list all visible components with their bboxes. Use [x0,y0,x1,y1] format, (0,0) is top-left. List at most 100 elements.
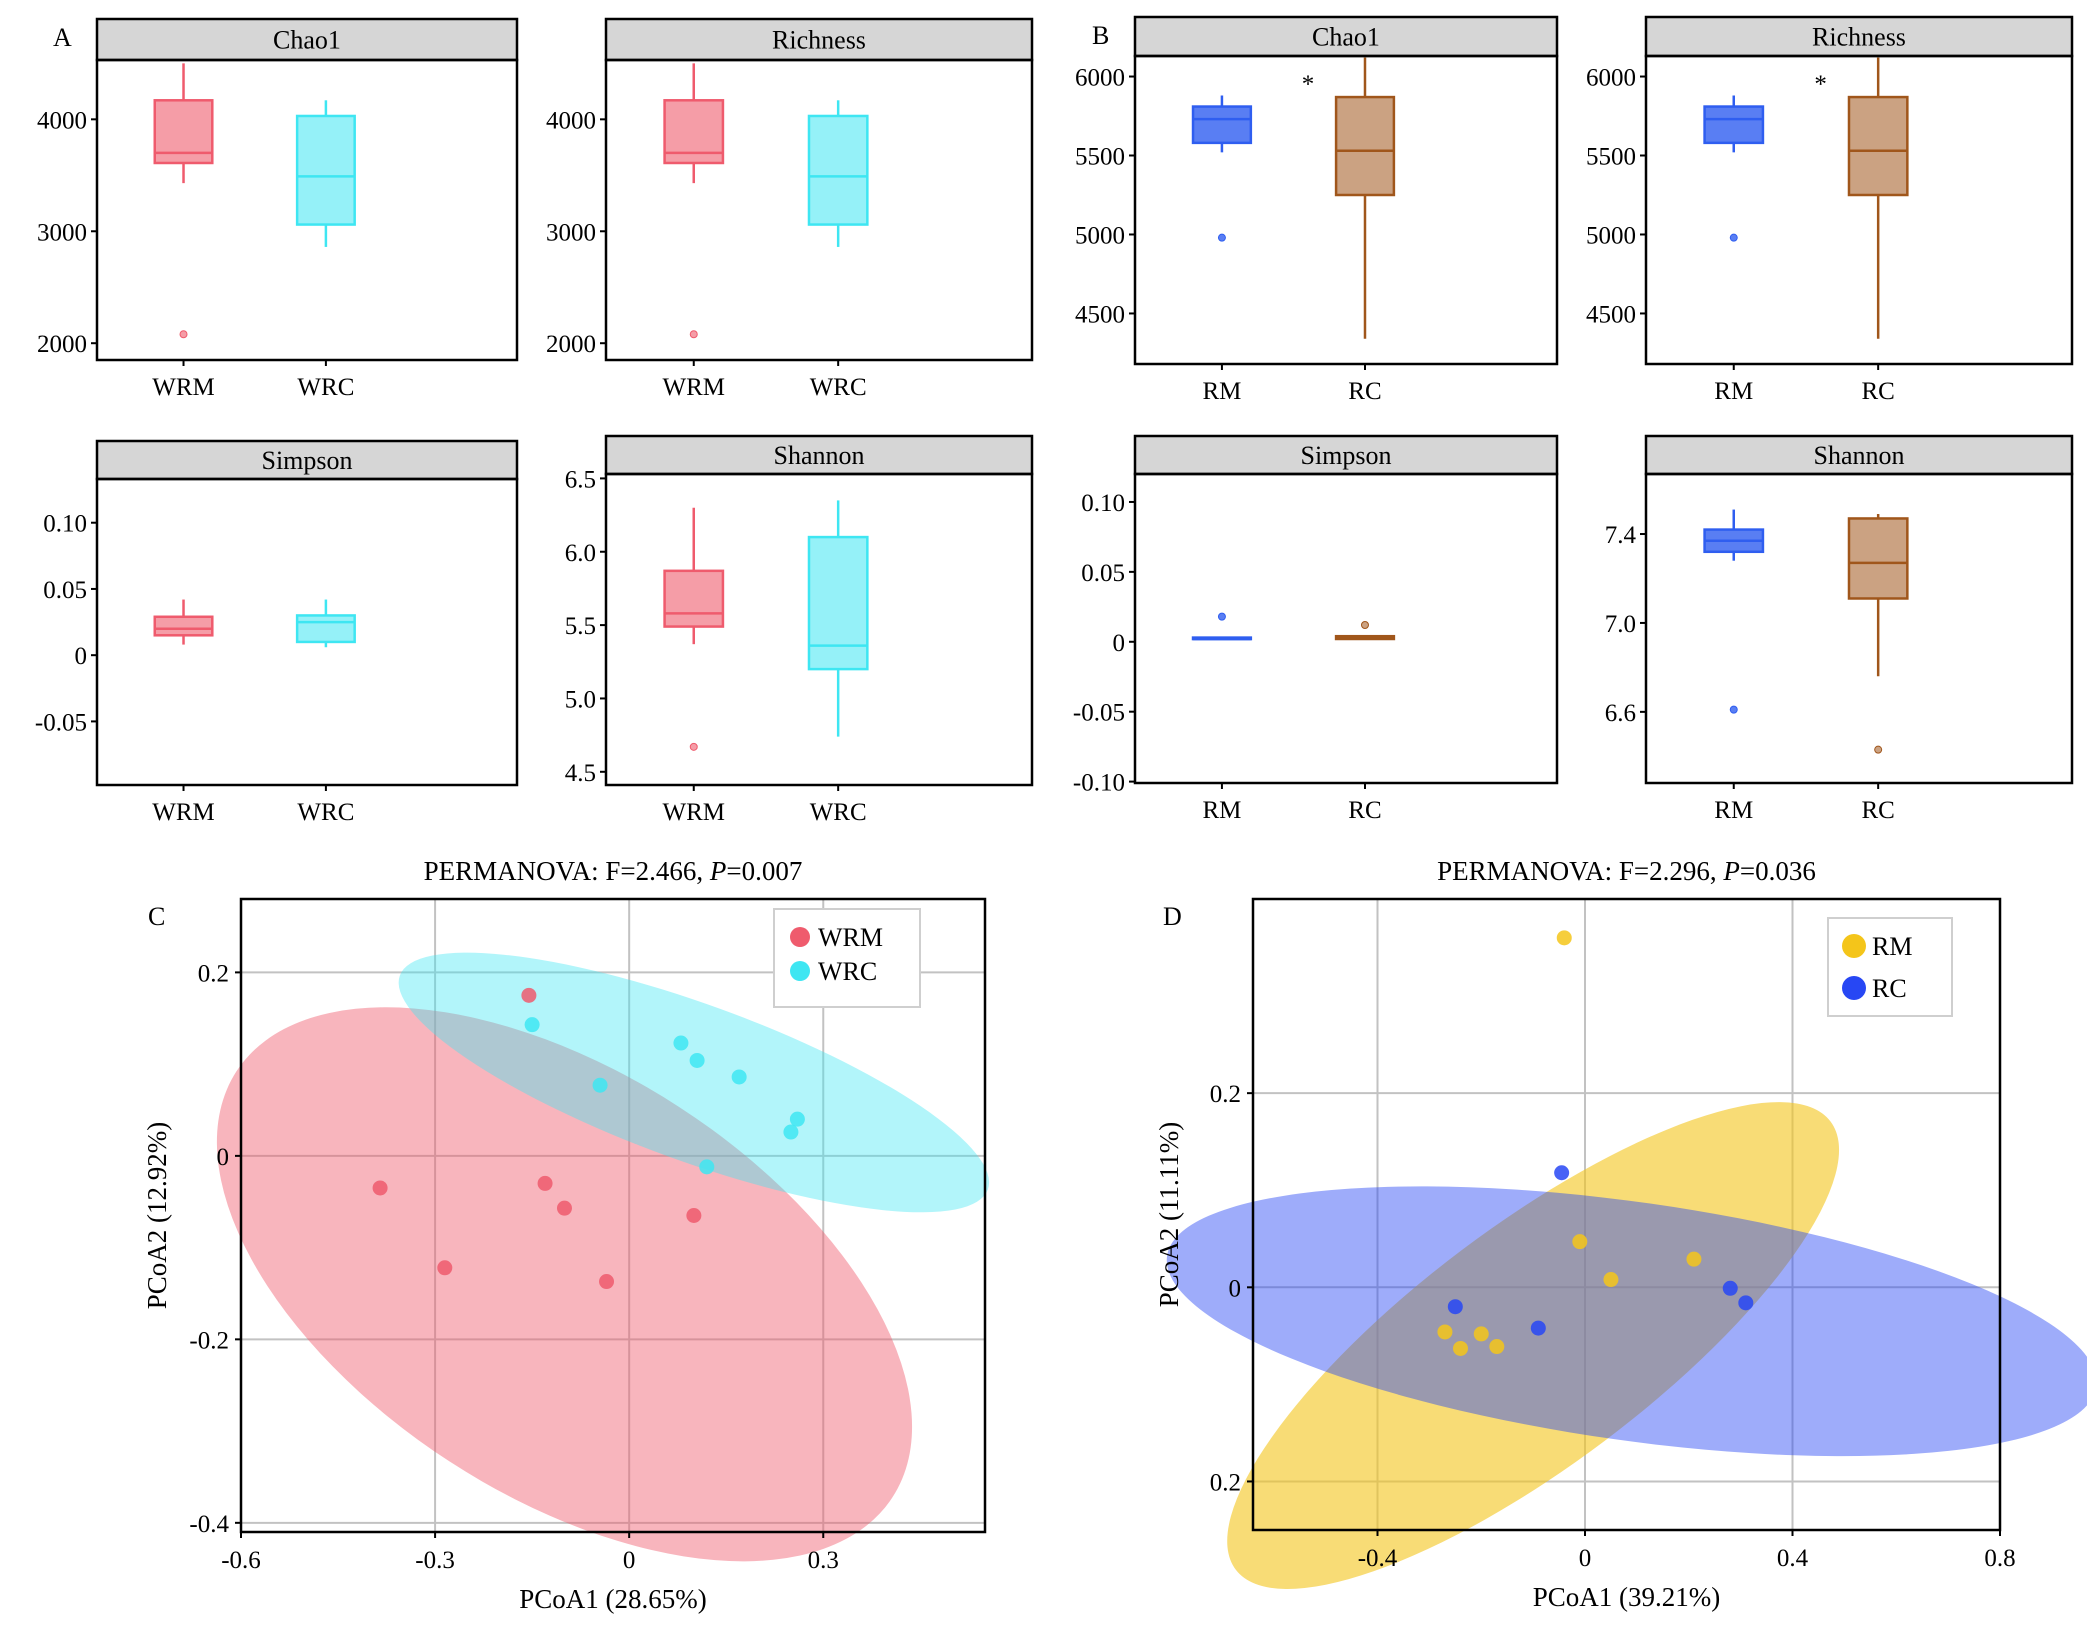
point-rm [1437,1324,1453,1340]
x-tick-label: 0.8 [1984,1545,2015,1572]
legend-swatch-rm [1842,934,1866,958]
point-wrm [537,1175,553,1191]
y-tick-label: 0.2 [1210,1469,1241,1496]
outlier-point [179,330,188,339]
y-tick-label: 4500 [1586,301,1636,328]
point-rm [1686,1251,1702,1267]
point-wrm [599,1274,615,1290]
y-tick-label: 4000 [37,107,87,134]
legend-swatch-wrc [790,961,810,981]
x-tick-label: 0.4 [1777,1545,1809,1572]
x-tick-label: RC [1861,378,1894,405]
boxplot-panel-5: Chao1 4500 5000 5500 6000 RM RC * [1075,15,1559,405]
plot-frame [239,897,987,1534]
point-rc [1530,1320,1546,1336]
boxplot-panel-4: Shannon 4.5 5.0 5.5 6.0 6.5 WRM WRC [565,434,1034,826]
box-wrm [663,63,725,339]
point-wrm [372,1180,388,1196]
box-rm [1191,95,1253,242]
y-axis-title: PCoA2 (11.11%) [1154,1122,1184,1308]
y-tick-label: 6000 [1586,65,1636,92]
x-tick-label: RC [1348,378,1381,405]
box-iqr [807,114,869,226]
point-wrc [673,1035,689,1051]
point-wrc [689,1052,705,1068]
x-tick-label: WRM [152,374,215,401]
boxplot-panels: Chao1 2000 3000 4000 WRM WRC Richness 2000 3000 4… [35,15,2074,826]
strip-title: Simpson [261,446,352,475]
y-tick-label: 4000 [546,107,596,134]
y-tick-label: 6.5 [565,466,596,493]
strip-title: Shannon [1814,441,1905,470]
box-iqr [1703,105,1765,145]
legend-swatch-rc [1842,976,1866,1000]
strip-title: Chao1 [273,26,341,55]
y-tick-label: -0.10 [1073,770,1125,797]
box-iqr [1334,95,1396,197]
point-rc [1554,1165,1570,1181]
point-rm [1453,1340,1468,1356]
plot-frame [95,477,519,787]
legend-box [773,908,921,1008]
box-iqr [153,615,214,637]
legend-label-rc: RC [1872,974,1907,1003]
box-rm [1703,509,1765,714]
box-wrc [807,100,869,247]
point-rm [1572,1234,1588,1250]
point-rc [1447,1299,1463,1315]
panel-tag-b: B [1092,21,1109,50]
x-tick-label: 0 [1579,1545,1592,1572]
y-tick-label: 0 [217,1144,230,1171]
permanova-title: PERMANOVA: F=2.466, P=0.007 [424,856,803,886]
box-iqr [663,569,725,628]
y-tick-label: 0.10 [43,511,87,538]
y-tick-label: 0.10 [1081,490,1125,517]
panel-tag-d: D [1163,902,1182,931]
y-tick-label: 3000 [546,219,596,246]
x-tick-label: WRM [663,374,726,401]
y-tick-label: 2000 [546,331,596,358]
significance-marker: * [1814,71,1827,98]
confidence-ellipse-wrm [216,1007,913,1562]
plot-frame [1251,897,2002,1532]
legend-label-wrc: WRC [818,957,877,986]
y-tick-label: 5500 [1586,144,1636,171]
x-tick-label: WRM [663,799,726,826]
strip-title: Chao1 [1312,23,1380,52]
strip-header [604,17,1034,62]
confidence-ellipse-rm [1227,1102,1840,1590]
y-tick-label: 6.6 [1605,700,1636,727]
x-tick-label: RC [1348,797,1381,824]
x-tick-label: RM [1714,797,1753,824]
y-tick-label: 5.5 [565,613,596,640]
box-wrm [153,63,214,339]
point-rm [1603,1272,1619,1288]
plot-frame [604,472,1034,787]
y-tick-label: 5000 [1586,222,1636,249]
x-tick-label: WRC [297,374,354,401]
permanova-title-part: PERMANOVA: F=2.466, [424,856,710,886]
boxplot-panel-2: Richness 2000 3000 4000 WRM WRC [546,17,1034,401]
y-tick-label: 0 [1113,630,1126,657]
y-tick-label: -0.4 [189,1511,229,1538]
legend-swatch-wrm [790,927,810,947]
strip-header [1133,15,1559,58]
y-tick-label: 0.05 [43,577,87,604]
y-tick-label: 0 [1229,1275,1242,1302]
panel-tag-c: C [148,902,165,931]
y-tick-label: 5.0 [565,686,596,713]
box-iqr [295,114,356,226]
permanova-title: PERMANOVA: F=2.296, P=0.036 [1437,856,1816,886]
confidence-ellipse-wrc [398,952,990,1213]
boxplot-panel-8: Shannon 6.6 7.0 7.4 RM RC [1605,434,2074,824]
plot-frame [604,58,1034,362]
point-wrc [789,1111,805,1127]
outlier-point [1360,621,1369,630]
y-tick-label: 0.2 [1210,1081,1241,1108]
point-wrm [521,987,537,1003]
strip-header [95,439,519,481]
x-tick-label: -0.3 [415,1547,455,1574]
outlier-point [1874,745,1883,754]
y-tick-label: 3000 [37,219,87,246]
